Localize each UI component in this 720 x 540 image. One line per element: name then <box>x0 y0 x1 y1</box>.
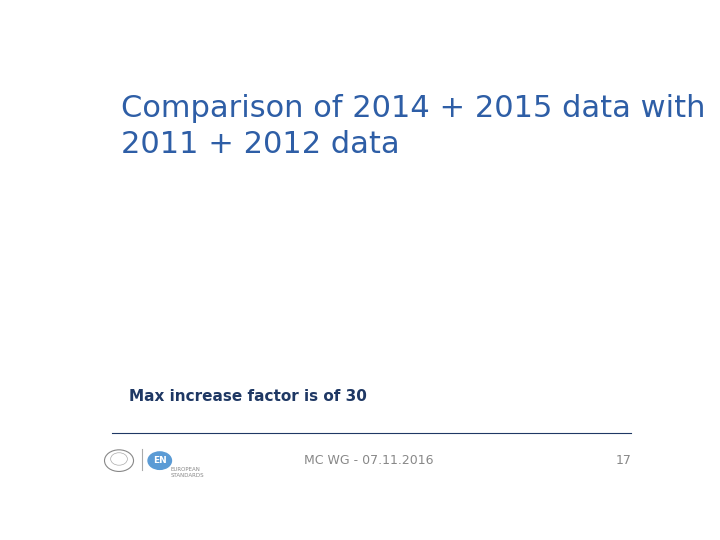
Text: 17: 17 <box>616 454 631 467</box>
Text: MC WG - 07.11.2016: MC WG - 07.11.2016 <box>305 454 433 467</box>
Text: Max increase factor is of 30: Max increase factor is of 30 <box>129 389 367 404</box>
Text: EUROPEAN
STANDARDS: EUROPEAN STANDARDS <box>171 467 204 478</box>
Circle shape <box>148 452 171 469</box>
Text: Comparison of 2014 + 2015 data with
2011 + 2012 data: Comparison of 2014 + 2015 data with 2011… <box>121 94 705 159</box>
Text: EN: EN <box>153 456 166 465</box>
